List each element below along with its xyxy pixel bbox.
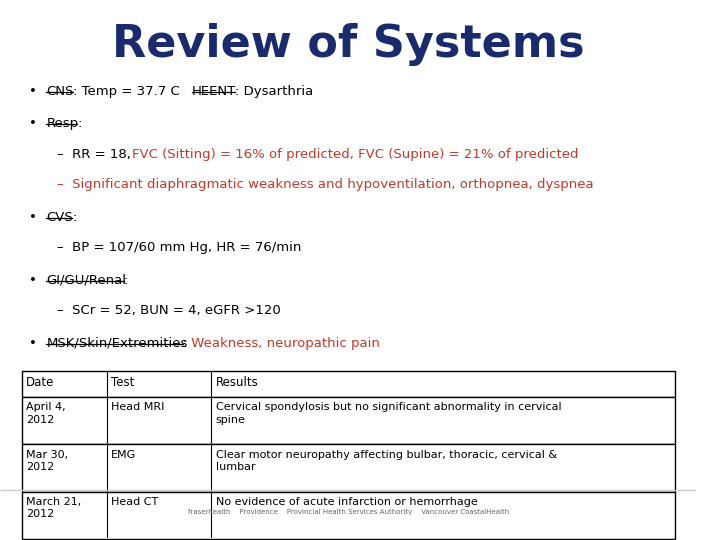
FancyBboxPatch shape	[22, 372, 675, 397]
Text: CVS: CVS	[47, 211, 73, 224]
Text: Test: Test	[111, 376, 135, 389]
Text: April 4,
2012: April 4, 2012	[27, 402, 66, 425]
Text: –  BP = 107/60 mm Hg, HR = 76/min: – BP = 107/60 mm Hg, HR = 76/min	[57, 241, 301, 254]
Text: : Dysarthria: : Dysarthria	[235, 85, 313, 98]
Text: Head CT: Head CT	[111, 497, 158, 507]
Text: FVC (Sitting) = 16% of predicted, FVC (Supine) = 21% of predicted: FVC (Sitting) = 16% of predicted, FVC (S…	[132, 147, 579, 160]
Text: –  Significant diaphragmatic weakness and hypoventilation, orthopnea, dyspnea: – Significant diaphragmatic weakness and…	[57, 179, 593, 192]
Text: Results: Results	[215, 376, 258, 389]
Text: Resp: Resp	[47, 117, 78, 130]
Text: Date: Date	[27, 376, 55, 389]
Text: •: •	[29, 336, 37, 349]
Text: –  SCr = 52, BUN = 4, eGFR >120: – SCr = 52, BUN = 4, eGFR >120	[57, 305, 281, 318]
Text: Clear motor neuropathy affecting bulbar, thoracic, cervical &
lumbar: Clear motor neuropathy affecting bulbar,…	[215, 450, 557, 472]
Text: No evidence of acute infarction or hemorrhage: No evidence of acute infarction or hemor…	[215, 497, 477, 507]
Text: GI/GU/Renal: GI/GU/Renal	[47, 274, 127, 287]
Text: Head MRI: Head MRI	[111, 402, 165, 413]
Text: •: •	[29, 211, 37, 224]
Text: EMG: EMG	[111, 450, 136, 460]
Text: Weakness, neuropathic pain: Weakness, neuropathic pain	[187, 336, 380, 349]
Text: :: :	[72, 211, 76, 224]
FancyBboxPatch shape	[22, 491, 675, 539]
Text: HEENT: HEENT	[192, 85, 236, 98]
Text: •: •	[29, 117, 37, 130]
Text: •: •	[29, 274, 37, 287]
Text: fraserhealth    Providence    Provincial Health Services Authority    Vancouver : fraserhealth Providence Provincial Healt…	[188, 509, 509, 515]
Text: Review of Systems: Review of Systems	[112, 23, 585, 66]
FancyBboxPatch shape	[22, 444, 675, 491]
Text: :: :	[124, 274, 128, 287]
Text: :: :	[183, 336, 187, 349]
Text: : Temp = 37.7 C: : Temp = 37.7 C	[73, 85, 197, 98]
Text: Mar 30,
2012: Mar 30, 2012	[27, 450, 68, 472]
Text: •: •	[29, 85, 37, 98]
Text: :: :	[78, 117, 82, 130]
Text: MSK/Skin/Extremities: MSK/Skin/Extremities	[47, 336, 188, 349]
FancyBboxPatch shape	[22, 397, 675, 444]
Text: –  RR = 18,: – RR = 18,	[57, 147, 135, 160]
Text: CNS: CNS	[47, 85, 74, 98]
Text: March 21,
2012: March 21, 2012	[27, 497, 81, 519]
Text: Cervical spondylosis but no significant abnormality in cervical
spine: Cervical spondylosis but no significant …	[215, 402, 561, 425]
